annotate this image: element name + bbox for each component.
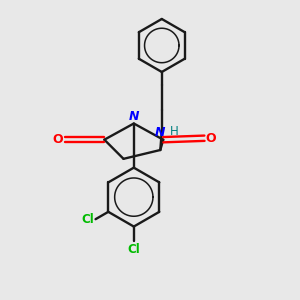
Text: O: O	[53, 133, 63, 146]
Text: N: N	[155, 126, 166, 139]
Text: H: H	[170, 125, 178, 138]
Text: Cl: Cl	[81, 213, 94, 226]
Text: Cl: Cl	[128, 243, 140, 256]
Text: O: O	[206, 132, 216, 145]
Text: N: N	[129, 110, 139, 123]
